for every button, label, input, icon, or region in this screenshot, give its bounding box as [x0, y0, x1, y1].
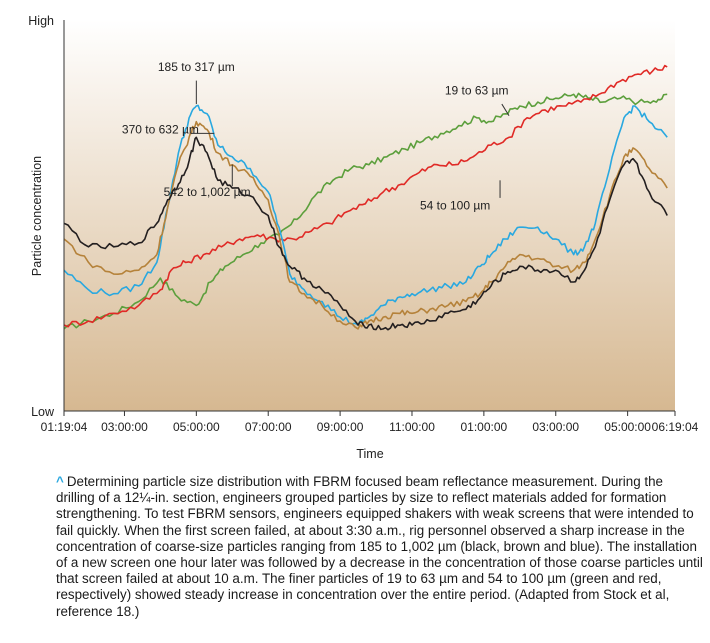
- series-lines: [63, 64, 668, 331]
- series-line-3: [63, 120, 668, 330]
- y-tick-high: High: [28, 14, 54, 28]
- series-label-4: 542 to 1,002 µm: [164, 185, 251, 199]
- caption-marker-icon: ^: [56, 474, 64, 489]
- caption-text: Determining particle size distribution w…: [56, 474, 703, 619]
- x-axis-ticks: 01:19:04 03:00:00 05:00:00 07:00:00 09:00:00…: [41, 411, 699, 434]
- series-label-3: 370 to 632 µm: [122, 122, 199, 136]
- series-label-2: 185 to 317 µm: [158, 60, 235, 74]
- plot-area: [64, 20, 675, 411]
- x-tick-label-0: 01:19:04: [41, 420, 88, 434]
- y-axis-label: Particle concentration: [30, 156, 44, 276]
- x-tick-label-4: 09:00:00: [317, 420, 364, 434]
- x-tick-label-3: 07:00:00: [245, 420, 292, 434]
- x-tick-label-8: 05:00:00: [604, 420, 651, 434]
- figure-caption: ^ Determining particle size distribution …: [56, 474, 704, 620]
- x-tick-label-6: 01:00:00: [461, 420, 508, 434]
- y-tick-low: Low: [31, 405, 55, 419]
- x-tick-label-5: 11:00:00: [389, 420, 435, 434]
- x-tick-label-9: 06:19:04: [652, 420, 699, 434]
- x-axis-label: Time: [356, 447, 383, 461]
- x-tick-label-7: 03:00:00: [532, 420, 579, 434]
- x-tick-label-1: 03:00:00: [101, 420, 148, 434]
- series-line-0: [63, 92, 668, 330]
- series-callouts: [190, 80, 510, 198]
- x-tick-label-2: 05:00:00: [173, 420, 220, 434]
- callout-line-4: [501, 103, 510, 117]
- series-line-2: [63, 104, 668, 326]
- series-labels: 19 to 63 µm 54 to 100 µm 185 to 317 µm 370 …: [122, 60, 509, 213]
- particle-concentration-chart: 19 to 63 µm 54 to 100 µm 185 to 317 µm 370 …: [28, 14, 699, 461]
- series-line-1: [63, 64, 668, 328]
- series-label-1: 54 to 100 µm: [420, 199, 490, 213]
- series-label-0: 19 to 63 µm: [445, 83, 509, 97]
- series-line-4: [63, 136, 668, 331]
